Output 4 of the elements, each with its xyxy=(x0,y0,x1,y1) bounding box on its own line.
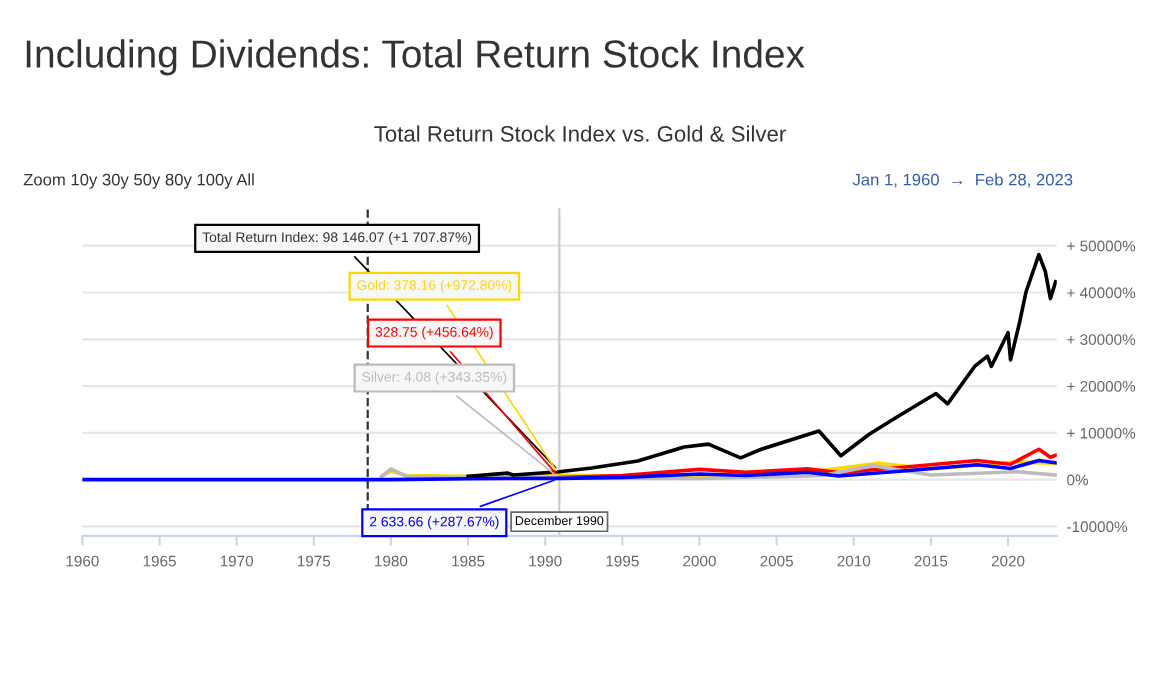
text: Zoom 10y 30y 50y 80y 100y All xyxy=(23,173,254,189)
chart-title: Including Dividends: Total Return Stock Index xyxy=(26,39,805,76)
chart-subtitle: Total Return Stock Index vs. Gold & Silver xyxy=(374,125,786,142)
text: Jan 1, 1960 → Feb 28, 2023 xyxy=(852,173,1073,188)
